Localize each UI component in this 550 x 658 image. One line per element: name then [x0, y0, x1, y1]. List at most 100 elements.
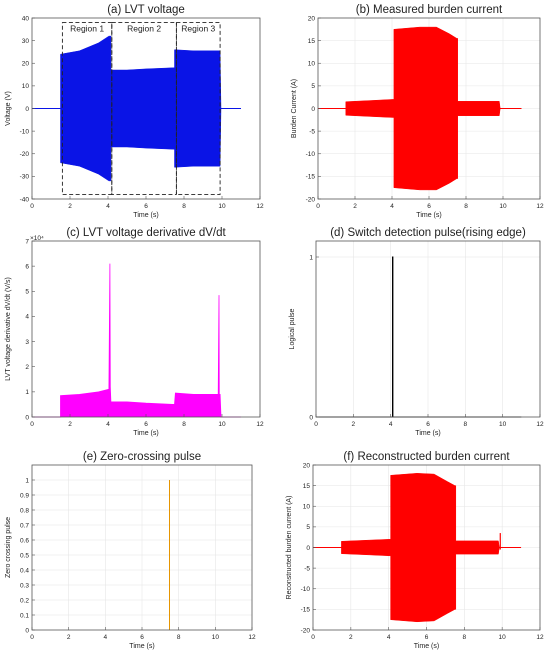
- y-axis-label: Burden Current (A): [291, 79, 298, 138]
- y-tick-label: 1: [25, 389, 29, 396]
- x-tick-label: 6: [144, 421, 148, 428]
- y-tick-label: 15: [308, 38, 316, 45]
- x-tick-label: 10: [499, 203, 507, 210]
- x-tick-label: 8: [177, 634, 181, 641]
- series-line: [32, 263, 241, 418]
- x-tick-label: 6: [425, 634, 429, 641]
- y-tick-label: -5: [304, 565, 310, 572]
- y-tick-label: -10: [306, 151, 316, 158]
- y-tick-label: 1: [25, 477, 29, 484]
- region-box: [175, 22, 221, 195]
- series-envelope: [60, 35, 222, 182]
- x-tick-label: 0: [314, 421, 318, 428]
- y-tick-label: 5: [311, 83, 315, 90]
- y-tick-label: 0: [306, 545, 310, 552]
- y-tick-label: -20: [306, 196, 316, 203]
- y-tick-label: 2: [25, 364, 29, 371]
- x-axis-label: Time (s): [133, 430, 158, 437]
- x-tick-label: 2: [349, 634, 353, 641]
- x-tick-label: 10: [499, 421, 507, 428]
- y-tick-label: 7: [25, 238, 29, 245]
- chart-title: (a) LVT voltage: [107, 4, 185, 16]
- y-tick-label: 0.3: [20, 582, 29, 589]
- x-tick-label: 2: [68, 203, 72, 210]
- chart-title: (c) LVT voltage derivative dV/dt: [66, 227, 226, 239]
- region-label: Region 2: [127, 24, 161, 34]
- y-tick-label: 0: [311, 106, 315, 113]
- y-tick-label: 0.6: [20, 537, 29, 544]
- y-tick-label: -5: [309, 128, 315, 135]
- region-label: Region 1: [70, 24, 104, 34]
- plot-frame: [31, 240, 261, 418]
- y-tick-label: 20: [303, 462, 311, 469]
- axis-multiplier: ×10⁴: [30, 235, 44, 242]
- x-tick-label: 6: [426, 421, 430, 428]
- y-axis-label: LVT voltage derivative dV/dt (V/s): [5, 277, 12, 381]
- y-tick-label: 5: [25, 289, 29, 296]
- x-tick-label: 0: [316, 203, 320, 210]
- chart-d: (d) Switch detection pulse(rising edge) 0…: [289, 227, 544, 437]
- y-tick-label: 0.1: [20, 612, 29, 619]
- x-tick-label: 0: [30, 421, 34, 428]
- series-envelope: [341, 473, 500, 623]
- x-tick-label: 12: [256, 421, 264, 428]
- y-tick-label: -10: [301, 586, 311, 593]
- y-tick-label: 0: [25, 627, 29, 634]
- chart-title: (e) Zero-crossing pulse: [83, 451, 201, 463]
- y-tick-label: 5: [306, 524, 310, 531]
- x-tick-label: 2: [68, 421, 72, 428]
- y-tick-label: 40: [22, 15, 30, 22]
- x-tick-label: 12: [256, 203, 264, 210]
- x-tick-label: 12: [536, 634, 544, 641]
- y-tick-label: 15: [303, 483, 311, 490]
- x-tick-label: 0: [30, 203, 34, 210]
- x-tick-label: 12: [536, 203, 544, 210]
- y-tick-label: 0.4: [20, 567, 29, 574]
- y-tick-label: 10: [308, 61, 316, 68]
- y-tick-label: 20: [22, 61, 30, 68]
- x-tick-label: 6: [427, 203, 431, 210]
- chart-c: (c) LVT voltage derivative dV/dt0 2 4 6 8 10 1…: [5, 227, 264, 437]
- chart-b: (b) Measured burden current 0 2 4 6 8 10 12 -20 -…: [291, 4, 544, 219]
- x-tick-label: 6: [140, 634, 144, 641]
- x-tick-label: 10: [218, 421, 226, 428]
- y-axis-label: Logical pulse: [289, 308, 296, 349]
- x-tick-label: 8: [464, 421, 468, 428]
- y-axis-label: Voltage (V): [5, 91, 12, 126]
- y-tick-label: 0: [25, 414, 29, 421]
- x-axis-label: Time (s): [414, 643, 439, 650]
- y-tick-label: -30: [20, 174, 30, 181]
- x-tick-label: 10: [499, 634, 507, 641]
- series-line: [316, 256, 522, 418]
- chart-title: (f) Reconstructed burden current: [343, 451, 510, 463]
- x-axis-label: Time (s): [133, 212, 158, 219]
- x-tick-label: 8: [463, 634, 467, 641]
- y-tick-label: 0: [309, 414, 313, 421]
- y-axis-label: Reconstructed burden current (A): [286, 496, 293, 600]
- x-axis-label: Time (s): [415, 430, 440, 437]
- x-tick-label: 8: [464, 203, 468, 210]
- x-tick-label: 0: [30, 634, 34, 641]
- y-tick-label: 20: [308, 15, 316, 22]
- y-tick-label: 10: [22, 83, 30, 90]
- y-tick-label: -15: [301, 607, 311, 614]
- y-tick-label: 10: [303, 504, 311, 511]
- x-tick-label: 4: [106, 421, 110, 428]
- x-tick-label: 2: [67, 634, 71, 641]
- x-tick-label: 12: [248, 634, 256, 641]
- y-tick-label: 0.9: [20, 492, 29, 499]
- x-tick-label: 4: [106, 203, 110, 210]
- series-envelope: [345, 26, 501, 191]
- x-axis-label: Time (s): [129, 643, 154, 650]
- x-tick-label: 2: [353, 203, 357, 210]
- y-tick-label: -10: [20, 128, 30, 135]
- y-tick-label: -20: [20, 151, 30, 158]
- chart-title: (d) Switch detection pulse(rising edge): [330, 227, 526, 239]
- x-tick-label: 8: [182, 421, 186, 428]
- x-tick-label: 4: [104, 634, 108, 641]
- x-tick-label: 4: [387, 634, 391, 641]
- y-tick-label: -20: [301, 627, 311, 634]
- y-tick-label: -15: [306, 174, 316, 181]
- x-tick-label: 12: [536, 421, 544, 428]
